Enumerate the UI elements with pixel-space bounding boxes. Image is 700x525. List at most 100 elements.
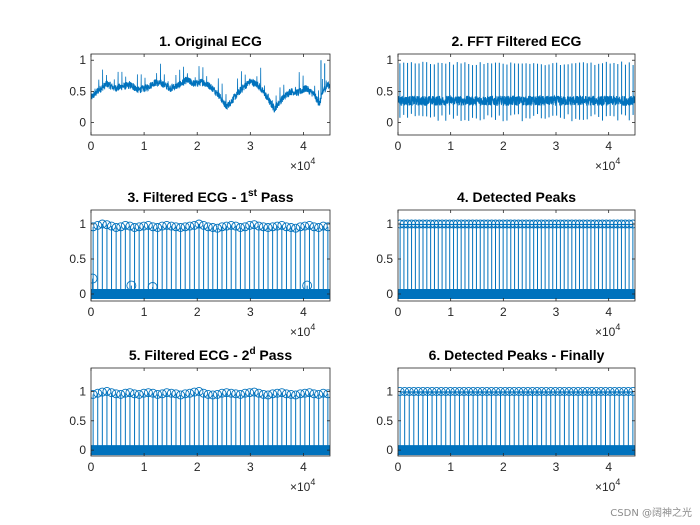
x-tick-label: 0 [395, 460, 402, 474]
stem-marker [148, 388, 158, 398]
stem-marker [97, 387, 107, 397]
stem-marker [468, 387, 478, 396]
x-tick-label: 3 [247, 460, 254, 474]
subplot-title: 2. FFT Filtered ECG [452, 33, 582, 49]
stem-marker [208, 223, 218, 232]
stem-marker [143, 388, 153, 398]
stem-marker [199, 388, 209, 398]
stem-marker [125, 221, 135, 231]
x-exponent-power: 4 [310, 322, 315, 332]
stem-marker [134, 222, 144, 232]
stem-marker [176, 390, 186, 400]
zero-stem-band [91, 289, 330, 299]
stem-marker [423, 387, 432, 396]
stem-marker [477, 387, 487, 396]
stem-marker [550, 387, 560, 396]
stem-marker [235, 389, 245, 399]
x-exponent-label: ×104 [290, 322, 315, 339]
stem-marker [134, 389, 144, 399]
axes-box [90, 53, 331, 136]
stem-marker [240, 222, 250, 232]
stem-marker [263, 390, 273, 400]
x-tick-label: 3 [247, 305, 254, 319]
x-tick-label: 3 [247, 139, 254, 153]
stem-marker [93, 220, 103, 230]
stem-marker [162, 220, 172, 230]
stem-marker [226, 220, 236, 230]
stem-marker [404, 387, 414, 396]
stem-marker [309, 389, 319, 399]
stem-marker [532, 387, 542, 396]
stem-marker [185, 221, 195, 231]
x-tick-label: 2 [194, 139, 201, 153]
stem-marker [143, 220, 153, 230]
stem-marker [473, 387, 483, 396]
stem-marker [578, 387, 588, 396]
x-tick-label: 4 [300, 460, 307, 474]
stem-marker [318, 221, 328, 231]
x-tick-label: 0 [88, 305, 95, 319]
stem-marker [130, 223, 140, 232]
stem-marker [277, 220, 287, 230]
stem-marker [573, 387, 583, 396]
y-tick-label: 0 [79, 116, 86, 130]
zero-stem-band [91, 445, 330, 456]
stem-marker [148, 222, 158, 232]
stem-marker [309, 222, 319, 232]
stem-marker [157, 221, 167, 231]
y-tick-label: 1 [79, 53, 86, 67]
stem-marker [212, 223, 222, 233]
stem-marker [249, 387, 259, 397]
stem-marker [509, 387, 519, 396]
y-tick-label: 0 [79, 443, 86, 457]
stem-marker [418, 387, 428, 396]
y-tick-label: 0.5 [69, 414, 86, 428]
stem-marker [454, 387, 464, 396]
stem-marker [126, 280, 137, 291]
x-tick-label: 2 [500, 305, 507, 319]
stem-marker [153, 389, 163, 399]
stem-marker [295, 389, 305, 399]
stem-marker [212, 389, 222, 399]
y-tick-label: 1 [79, 217, 86, 231]
stem-marker [171, 389, 181, 399]
stem-marker [254, 221, 264, 231]
stem-marker [231, 221, 241, 231]
x-exponent-power: 4 [310, 477, 315, 487]
y-tick-label: 0 [386, 287, 393, 301]
stem-marker [185, 388, 195, 398]
stem-marker [286, 223, 296, 232]
y-tick-label: 0.5 [376, 414, 393, 428]
subplot-title: 4. Detected Peaks [457, 189, 576, 205]
x-exponent-power: 4 [310, 156, 315, 166]
x-exponent-label: ×104 [595, 322, 620, 339]
stem-marker [464, 387, 474, 396]
x-exponent-label: ×104 [290, 477, 315, 494]
x-tick-label: 3 [553, 139, 560, 153]
stem-marker [180, 389, 190, 399]
y-tick-label: 0 [386, 116, 393, 130]
stem-marker [291, 223, 301, 233]
stem-marker [120, 220, 130, 230]
y-tick-label: 0 [79, 287, 86, 301]
stem-marker [130, 389, 140, 399]
stem-marker [432, 387, 442, 396]
stem-marker [500, 387, 510, 396]
stem-marker [153, 223, 163, 232]
stem-marker [302, 280, 313, 291]
stem-marker [176, 223, 186, 232]
stem-marker [614, 387, 624, 396]
stem-marker [171, 222, 181, 232]
stem-marker [591, 387, 601, 396]
title-text: Pass [256, 347, 293, 363]
stem-marker [97, 219, 107, 229]
stem-marker [605, 387, 615, 396]
stem-marker [222, 388, 232, 398]
stem-marker [482, 387, 492, 396]
stem-marker [409, 387, 419, 396]
stem-marker [569, 387, 579, 396]
